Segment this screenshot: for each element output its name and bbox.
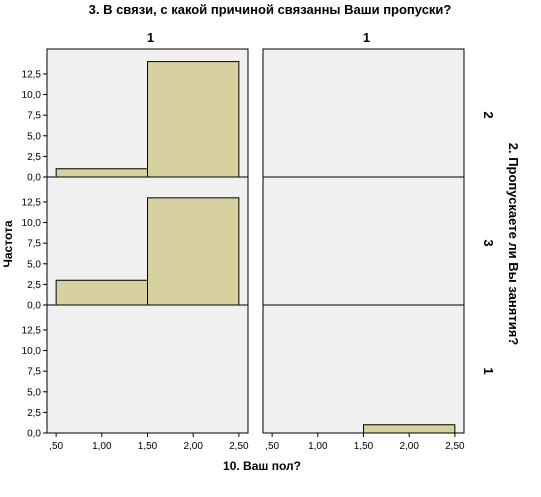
y-tick-label: 12,5 <box>22 197 42 208</box>
y-tick-label: 2,5 <box>27 280 41 291</box>
bar-r3-c2-b1 <box>363 424 456 434</box>
y-tick-label: 0,0 <box>27 173 41 184</box>
row-header-2: 3 <box>481 239 496 246</box>
y-tick-label: 10,0 <box>22 218 42 229</box>
column-header-2: 1 <box>363 30 370 45</box>
y-tick-label: 2,5 <box>27 408 41 419</box>
x-tick-label: 2,50 <box>445 441 465 452</box>
y-tick-label: 5,0 <box>27 131 41 142</box>
y-tick-label: 10,0 <box>22 346 42 357</box>
x-tick-label: 2,00 <box>399 441 419 452</box>
y-tick-label: 7,5 <box>27 111 41 122</box>
column-header-1: 1 <box>147 30 154 45</box>
row-header-3: 1 <box>481 367 496 374</box>
y-tick-label: 7,5 <box>27 239 41 250</box>
bar-r2-c1-b1 <box>55 279 149 306</box>
x-tick-label: ,50 <box>49 441 63 452</box>
y-tick-label: 5,0 <box>27 259 41 270</box>
y-tick-label: 0,0 <box>27 429 41 440</box>
panel-r1-c2 <box>262 48 465 178</box>
y-tick-label: 0,0 <box>27 301 41 312</box>
y-tick-label: 10,0 <box>22 90 42 101</box>
bar-r1-c1-b1 <box>55 168 149 178</box>
x-tick-label: 1,00 <box>92 441 112 452</box>
x-tick-label: 1,50 <box>138 441 158 452</box>
panel-r3-c1 <box>46 304 249 434</box>
x-axis-label: 10. Ваш пол? <box>223 459 301 473</box>
bar-r2-c1-b2 <box>147 197 240 306</box>
row-header-1: 2 <box>481 111 496 118</box>
chart-title: 3. В связи, с какой причиной связанны Ва… <box>89 2 452 17</box>
x-tick-label: 2,00 <box>183 441 203 452</box>
y-axis-label: Частота <box>1 220 15 267</box>
y-tick-label: 2,5 <box>27 152 41 163</box>
x-tick-label: 2,50 <box>229 441 249 452</box>
x-tick-label: ,50 <box>265 441 279 452</box>
panel-r3-c2 <box>262 304 465 434</box>
x-tick-label: 1,00 <box>308 441 328 452</box>
x-tick-label: 1,50 <box>354 441 374 452</box>
y-tick-label: 5,0 <box>27 387 41 398</box>
y-tick-label: 12,5 <box>22 69 42 80</box>
y-tick-label: 12,5 <box>22 325 42 336</box>
bar-r1-c1-b2 <box>147 61 240 178</box>
y-tick-label: 7,5 <box>27 367 41 378</box>
panel-r2-c2 <box>262 176 465 306</box>
row-variable-label: 2. Пропускаете ли Вы занятия? <box>506 143 521 346</box>
